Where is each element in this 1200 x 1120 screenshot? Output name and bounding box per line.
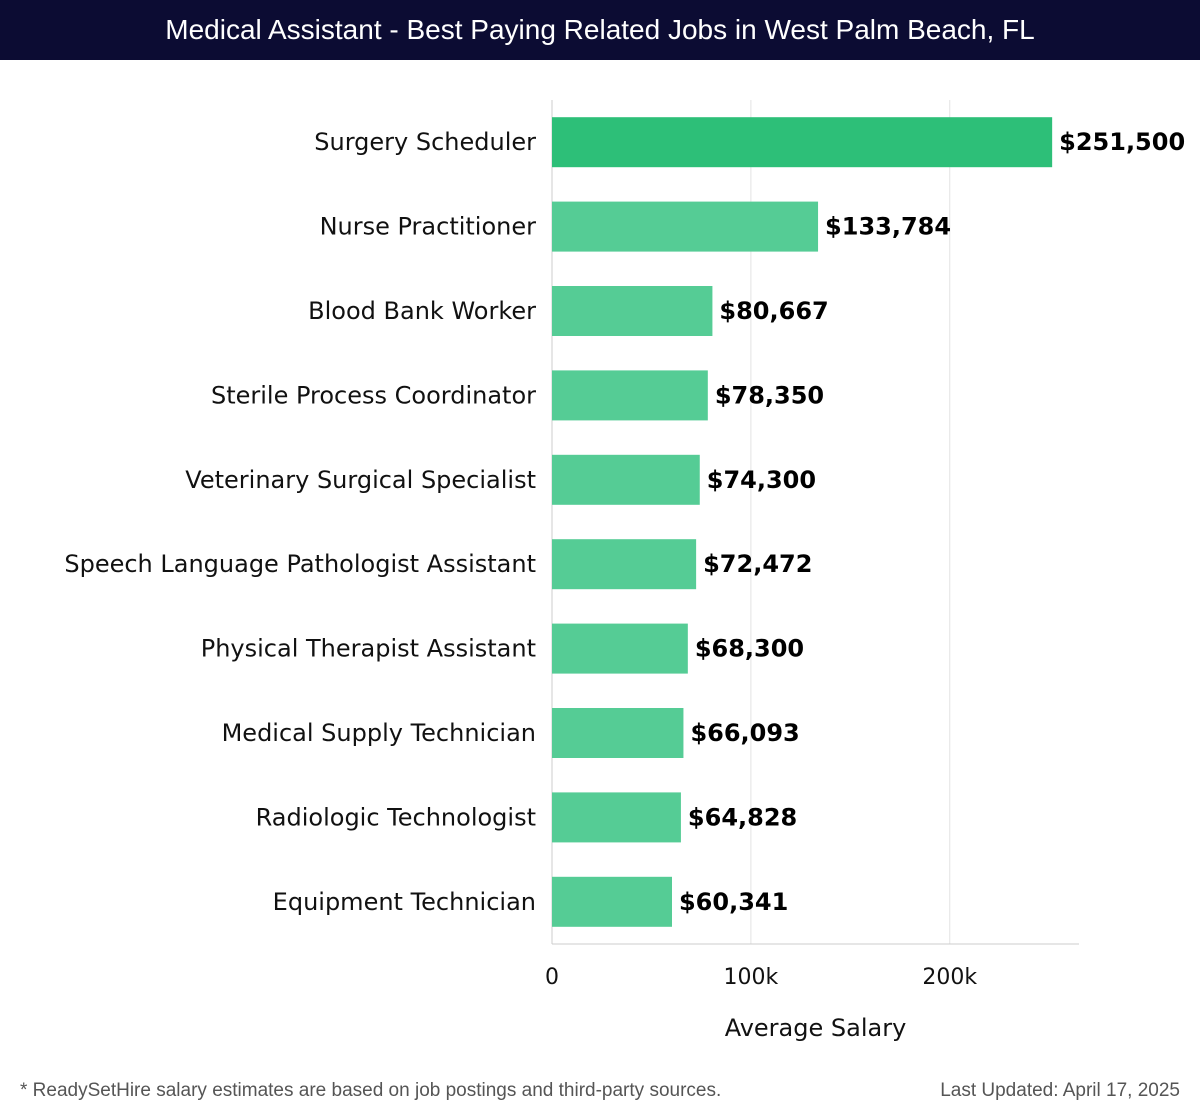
value-label: $72,472 <box>703 550 812 578</box>
bar <box>552 454 700 505</box>
category-label: Sterile Process Coordinator <box>211 381 536 409</box>
bar <box>552 539 697 590</box>
bar <box>552 117 1053 168</box>
x-tick-label: 100k <box>724 965 779 990</box>
bar <box>552 708 684 758</box>
chart-title: Medical Assistant - Best Paying Related … <box>0 0 1200 60</box>
category-label: Surgery Scheduler <box>314 128 536 156</box>
category-label: Radiologic Technologist <box>256 803 536 831</box>
bar <box>552 201 819 252</box>
last-updated: Last Updated: April 17, 2025 <box>940 1080 1180 1101</box>
salary-bar-chart: Surgery Scheduler $251,500 Nurse Practitio… <box>64 100 1185 1042</box>
bar <box>552 286 713 336</box>
value-label: $74,300 <box>707 466 816 494</box>
x-tick-label: 0 <box>545 965 559 990</box>
bar <box>552 370 708 421</box>
value-label: $78,350 <box>715 381 824 409</box>
value-label: $68,300 <box>695 635 804 663</box>
value-label: $60,341 <box>679 888 788 916</box>
x-axis-title: Average Salary <box>725 1014 907 1042</box>
category-label: Equipment Technician <box>273 888 536 916</box>
category-label: Physical Therapist Assistant <box>201 635 536 663</box>
value-label: $80,667 <box>719 297 828 325</box>
category-label: Medical Supply Technician <box>222 719 536 747</box>
footnote: * ReadySetHire salary estimates are base… <box>20 1080 722 1101</box>
value-label: $66,093 <box>690 719 799 747</box>
value-label: $251,500 <box>1059 128 1185 156</box>
value-label: $64,828 <box>688 803 797 831</box>
bar <box>552 623 688 674</box>
category-label: Blood Bank Worker <box>308 297 536 325</box>
x-tick-label: 200k <box>922 965 977 990</box>
value-label: $133,784 <box>825 213 951 241</box>
bar <box>552 876 672 927</box>
bar <box>552 792 681 843</box>
category-label: Speech Language Pathologist Assistant <box>64 550 536 578</box>
category-label: Nurse Practitioner <box>320 213 537 241</box>
category-label: Veterinary Surgical Specialist <box>185 466 536 494</box>
